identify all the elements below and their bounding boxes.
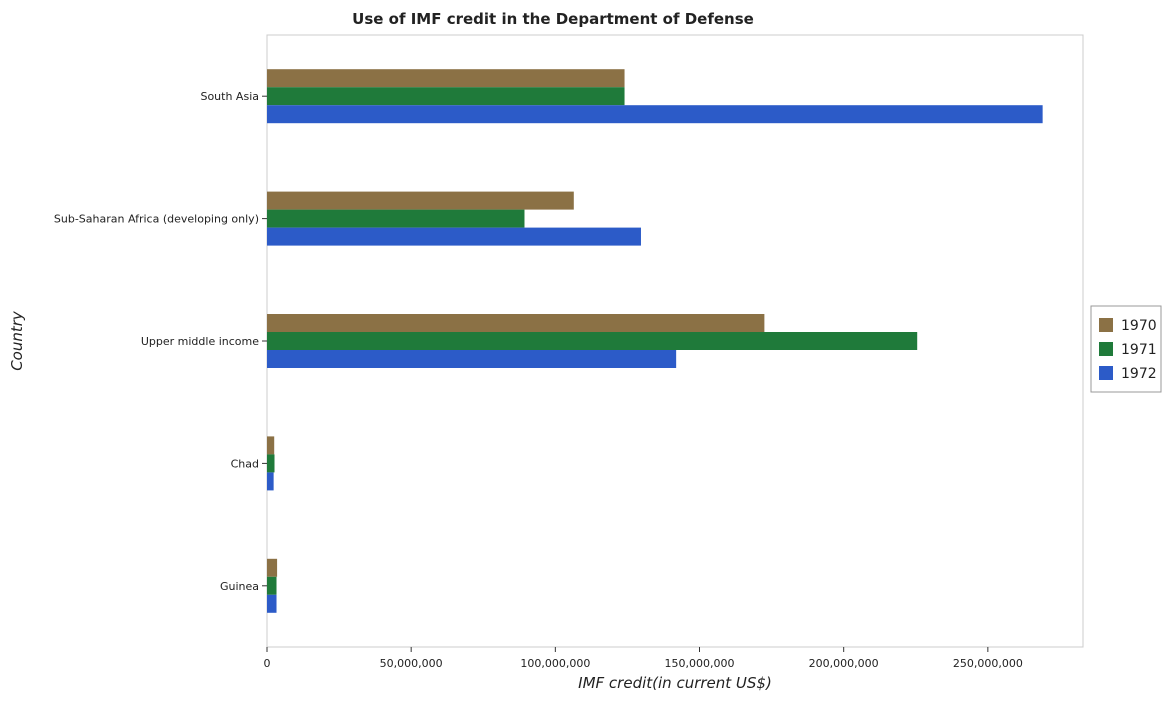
bar-1972-0 [267,105,1043,124]
bar-1972-3 [267,472,274,491]
bar-1971-3 [267,454,275,473]
x-tick-label: 200,000,000 [809,657,879,670]
bar-1971-2 [267,332,918,350]
bar-1971-0 [267,87,625,106]
chart-title: Use of IMF credit in the Department of D… [352,10,754,28]
bar-1972-1 [267,227,641,246]
bar-1971-1 [267,209,525,228]
y-tick-label: Chad [231,457,259,470]
legend-label-1970: 1970 [1121,318,1157,334]
x-tick-labels: 0 50,000,000 100,000,000 150,000,000 200,000… [264,647,1023,670]
x-tick-label: 100,000,000 [520,657,590,670]
legend: 1970 1971 1972 [1090,305,1162,393]
y-tick-label: Sub-Saharan Africa (developing only) [54,213,259,226]
x-tick-label: 50,000,000 [380,657,443,670]
bar-1971-4 [267,576,277,595]
x-tick-label: 0 [264,657,271,670]
bars-group [267,69,1043,613]
x-tick-label: 150,000,000 [665,657,735,670]
y-tick-label: Upper middle income [141,335,259,348]
bar-1970-4 [267,558,278,577]
legend-label-1972: 1972 [1121,366,1157,382]
y-tick-labels: South Asia Sub-Saharan Africa (developing… [54,90,267,593]
bar-1970-0 [267,69,625,88]
legend-swatch-1970 [1099,318,1113,332]
y-axis-label: Country [8,310,26,371]
legend-swatch-1972 [1099,366,1113,380]
bar-1970-2 [267,314,765,332]
legend-label-1971: 1971 [1121,342,1157,358]
bar-1970-3 [267,436,275,455]
bar-1970-1 [267,191,574,210]
y-tick-label: South Asia [200,90,259,103]
bar-1972-2 [267,350,677,368]
x-axis-label: IMF credit(in current US$) [578,674,772,692]
x-tick-label: 250,000,000 [953,657,1023,670]
y-tick-label: Guinea [220,580,259,593]
bar-1972-4 [267,594,277,613]
legend-swatch-1971 [1099,342,1113,356]
